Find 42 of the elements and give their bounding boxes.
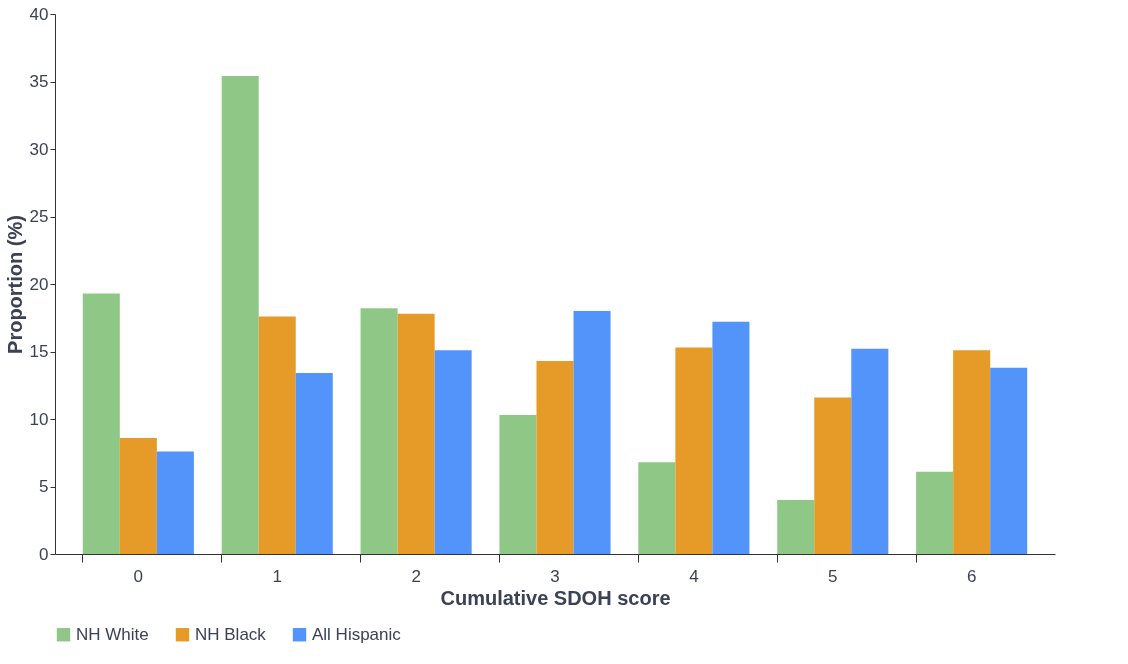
x-axis-title: Cumulative SDOH score [440, 586, 671, 609]
x-tick-label: 4 [689, 566, 699, 586]
y-tick-label: 35 [29, 72, 49, 91]
y-tick-label: 40 [29, 4, 49, 24]
bar [360, 308, 398, 554]
bar [916, 471, 954, 554]
bar [990, 367, 1028, 554]
bar [638, 462, 676, 554]
bar [777, 500, 815, 554]
bar [221, 76, 259, 554]
y-tick-label: 0 [39, 544, 49, 564]
bar [953, 350, 991, 554]
bar [156, 451, 194, 554]
y-axis-title: Proportion (%) [3, 215, 26, 354]
bar [397, 313, 435, 554]
y-tick-label: 25 [29, 207, 49, 226]
bar [499, 414, 537, 554]
bar [814, 397, 852, 554]
bar [258, 316, 296, 554]
x-tick-label: 1 [272, 566, 282, 586]
y-tick-label: 15 [29, 342, 49, 361]
bar [851, 348, 889, 554]
y-tick-label: 5 [39, 477, 49, 496]
bar [295, 373, 333, 554]
bar [536, 360, 574, 554]
bar [675, 347, 713, 554]
x-tick-label: 5 [828, 566, 838, 586]
y-tick-label: 30 [29, 139, 49, 159]
bar [434, 350, 472, 554]
legend-label: All Hispanic [312, 624, 402, 644]
x-tick-label: 6 [966, 566, 977, 586]
x-tick-label: 2 [411, 566, 421, 586]
legend-label: NH Black [195, 624, 267, 644]
y-tick-label: 10 [29, 409, 49, 429]
bar [119, 437, 157, 554]
x-tick-label: 0 [133, 566, 144, 586]
legend-label: NH White [76, 624, 149, 644]
bar [82, 293, 120, 554]
x-tick-label: 3 [550, 566, 560, 586]
bar [573, 311, 611, 554]
bar [712, 321, 750, 554]
y-tick-label: 20 [29, 274, 49, 294]
